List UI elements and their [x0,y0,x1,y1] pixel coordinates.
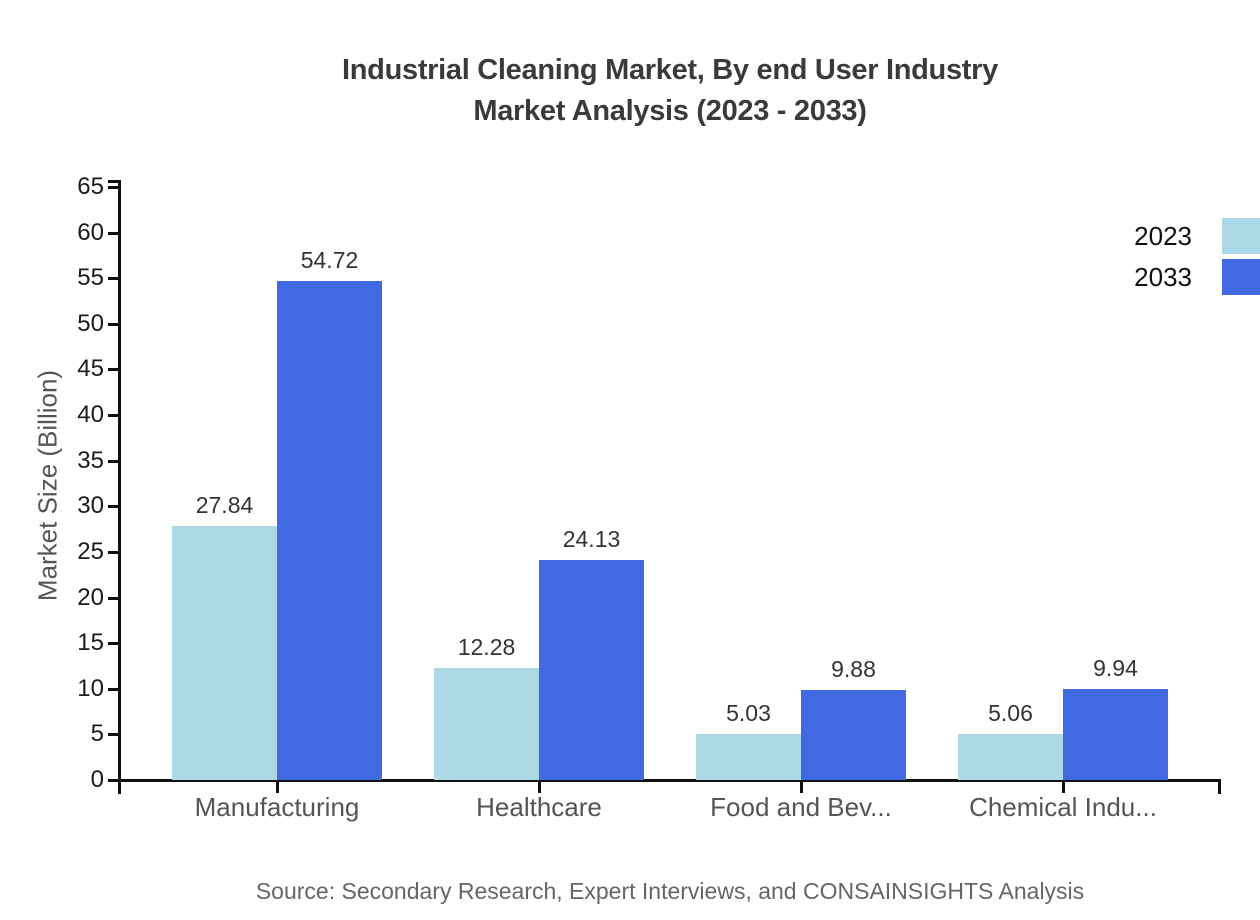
x-axis-tick [800,780,803,793]
bar-2023-0 [172,526,277,780]
x-axis-tick [538,780,541,793]
x-category-label: Chemical Indu... [969,792,1157,822]
source-attribution: Source: Secondary Research, Expert Inter… [255,878,1085,904]
bar-2033-2 [801,689,906,780]
y-tick-label: 45 [77,355,104,383]
chart-title-line2: Market Analysis (2023 - 2033) [473,95,867,127]
x-axis-tick [276,780,279,793]
bar-value-label: 5.06 [988,699,1033,726]
bar-value-label: 9.94 [1093,655,1138,682]
bar-value-label: 5.03 [726,700,771,727]
x-axis-tick [1062,780,1065,793]
bar-2023-3 [958,733,1063,780]
y-axis-tick [108,687,120,691]
legend-label-2033: 2033 [1134,261,1192,292]
y-tick-label: 55 [77,264,104,292]
y-axis-tick [108,368,120,372]
bar-2033-3 [1063,689,1168,780]
bar-value-label: 9.88 [831,655,876,682]
bar-value-label: 12.28 [457,633,516,660]
y-axis-tick [108,550,120,554]
y-tick-label: 25 [77,537,104,565]
y-axis-tick [108,642,120,646]
y-tick-label: 35 [77,446,104,474]
bar-2033-0 [277,280,382,780]
y-tick-label: 0 [90,766,104,793]
y-axis-end-cap [108,180,121,183]
y-axis-tick [108,505,120,509]
x-category-label: Manufacturing [194,792,360,822]
x-category-label: Healthcare [476,792,602,822]
x-axis-left-cap [118,780,121,794]
y-tick-label: 20 [77,583,104,611]
y-tick-label: 50 [77,309,104,337]
y-tick-label: 30 [77,492,104,520]
legend-label-2023: 2023 [1134,220,1192,251]
legend-swatch-2023-icon [1222,218,1260,254]
y-tick-label: 40 [77,401,104,429]
y-axis-tick [108,231,120,235]
x-category-label: Food and Bev... [710,792,892,822]
legend-item-2033: 2033 [1100,259,1260,295]
legend: 2023 2033 [1100,218,1260,300]
x-axis-line [118,779,1221,782]
bar-value-label: 27.84 [195,492,254,518]
chart-title-line1: Industrial Cleaning Market, By end User … [342,54,998,86]
y-axis-tick [108,779,120,782]
y-axis-tick [108,277,120,281]
y-axis-tick [108,733,120,737]
y-axis-line [118,180,121,782]
legend-item-2023: 2023 [1100,218,1260,254]
bar-value-label: 54.72 [300,246,359,273]
y-tick-label: 15 [77,629,104,657]
y-tick-label: 60 [77,218,104,246]
y-tick-label: 65 [77,173,104,200]
bar-2023-2 [696,734,801,780]
bar-value-label: 24.13 [562,525,621,552]
legend-swatch-2033-icon [1222,259,1260,295]
chart-title: Industrial Cleaning Market, By end User … [120,50,1220,132]
x-axis-right-cap [1218,780,1221,794]
y-axis-tick [108,596,120,600]
y-axis-label: Market Size (Billion) [32,369,63,602]
bar-2023-1 [434,667,539,780]
y-axis-tick [108,186,120,189]
y-axis-tick [108,414,120,418]
y-axis-tick [108,459,120,463]
bar-2033-1 [539,559,644,780]
y-axis-tick [108,322,120,326]
y-tick-label: 10 [77,674,104,702]
y-tick-label: 5 [90,720,104,748]
